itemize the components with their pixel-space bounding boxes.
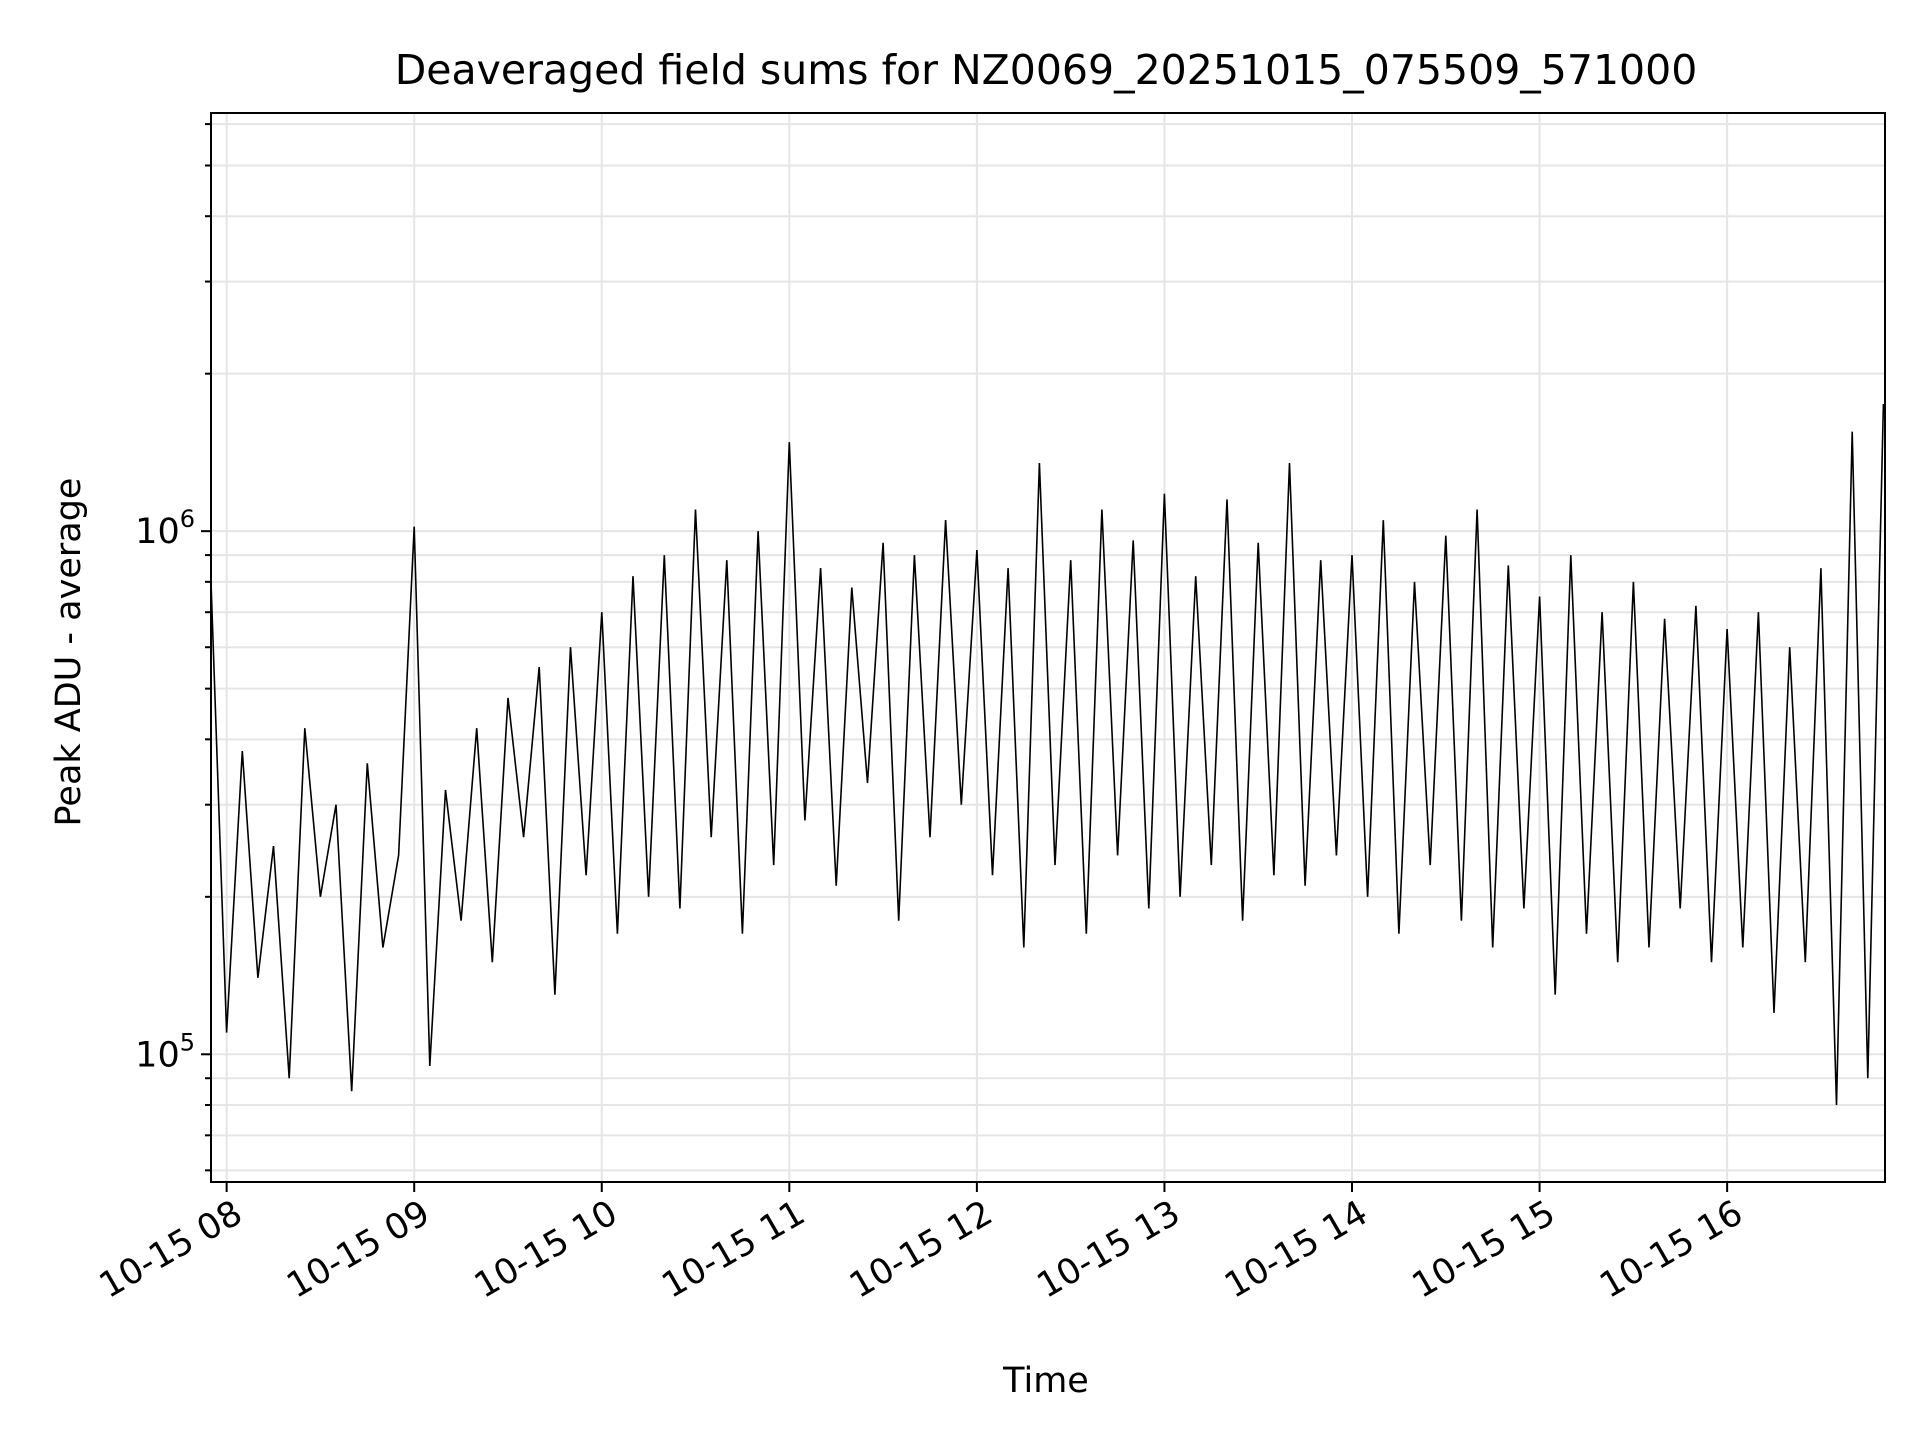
x-tick-label: 10-15 14 [1218,1193,1374,1306]
x-tick-label: 10-15 08 [93,1193,249,1306]
chart-title: Deaveraged field sums for NZ0069_2025101… [395,46,1698,94]
grid [211,113,1885,1182]
y-tick-label: 106 [135,505,195,552]
x-tick-label: 10-15 13 [1031,1193,1187,1306]
y-axis-label: Peak ADU - average [49,478,89,827]
x-axis-label: Time [1002,1361,1089,1401]
x-tick-label: 10-15 16 [1593,1193,1749,1306]
x-tick-label: 10-15 15 [1406,1193,1562,1306]
series-layer [210,403,1885,1106]
x-tick-label: 10-15 12 [843,1193,999,1306]
x-tick-label: 10-15 09 [280,1193,436,1306]
series-line [210,403,1885,1106]
x-tick-label: 10-15 10 [468,1193,624,1306]
y-tick-label: 105 [135,1028,195,1075]
x-tick-label: 10-15 11 [656,1193,812,1306]
x-axis: 10-15 08 10-15 09 10-15 10 10-15 11 10-15 12… [93,1182,1750,1306]
y-axis: 105 106 [135,123,211,1172]
